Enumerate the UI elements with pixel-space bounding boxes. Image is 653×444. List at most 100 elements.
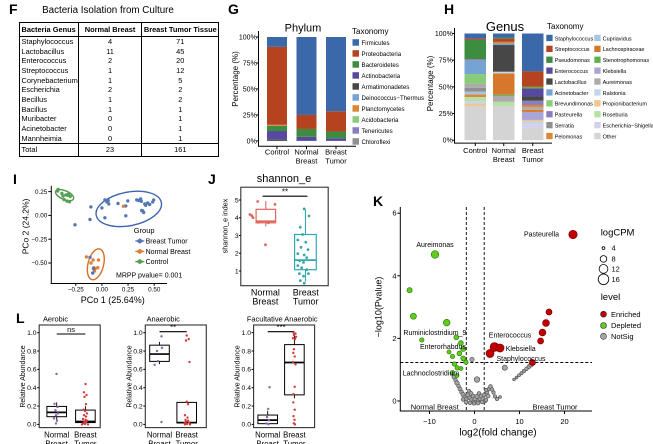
svg-text:Aureimonas: Aureimonas: [416, 242, 454, 249]
svg-text:Lachnospiraceae: Lachnospiraceae: [603, 47, 645, 53]
svg-text:5: 5: [235, 197, 239, 204]
svg-text:Normal: Normal: [147, 430, 172, 439]
svg-text:10: 10: [515, 417, 523, 426]
svg-text:PCo 2 (24.2%): PCo 2 (24.2%): [21, 198, 31, 254]
svg-text:4: 4: [235, 215, 239, 222]
svg-text:75%: 75%: [439, 58, 453, 65]
svg-text:1: 1: [235, 268, 239, 275]
svg-text:Acinetobacter: Acinetobacter: [555, 91, 589, 97]
svg-text:Ralstonia: Ralstonia: [603, 91, 627, 97]
svg-text:1.0: 1.0: [242, 330, 252, 337]
svg-text:Ruminiclostridium_9: Ruminiclostridium_9: [403, 330, 466, 337]
svg-text:Tumor: Tumor: [176, 439, 199, 444]
svg-text:4: 4: [612, 244, 616, 253]
svg-text:0.6: 0.6: [27, 367, 37, 374]
svg-text:Normal: Normal: [492, 146, 517, 155]
svg-text:50%: 50%: [243, 86, 257, 93]
svg-text:Normal Breast: Normal Breast: [411, 402, 460, 411]
svg-text:PCo 1 (25.64%): PCo 1 (25.64%): [81, 295, 145, 305]
svg-text:Pelomonas: Pelomonas: [555, 134, 583, 140]
svg-text:0.6: 0.6: [133, 367, 143, 374]
svg-text:0: 0: [472, 417, 476, 426]
svg-text:**: **: [170, 323, 176, 332]
svg-text:−0.50: −0.50: [31, 260, 47, 267]
svg-text:Streptococcus: Streptococcus: [555, 47, 590, 53]
svg-text:25%: 25%: [243, 112, 257, 119]
svg-text:Taxonomy: Taxonomy: [352, 27, 388, 36]
svg-text:0.8: 0.8: [242, 348, 252, 355]
svg-text:−log10(Pvalue): −log10(Pvalue): [374, 277, 384, 338]
svg-text:2: 2: [235, 251, 239, 258]
svg-text:Klebsiella: Klebsiella: [506, 346, 536, 353]
svg-text:Acidobacteria: Acidobacteria: [362, 117, 400, 124]
svg-text:0.8: 0.8: [27, 348, 37, 355]
svg-text:logCPM: logCPM: [601, 227, 635, 238]
svg-text:Breast: Breast: [325, 147, 348, 156]
svg-text:Staphylococcus: Staphylococcus: [555, 36, 594, 42]
svg-text:Percentage (%): Percentage (%): [426, 55, 435, 111]
svg-text:Breast: Breast: [283, 430, 306, 439]
svg-text:Group: Group: [134, 226, 155, 235]
svg-text:Deinococcus−Thermus: Deinococcus−Thermus: [362, 95, 425, 102]
svg-text:level: level: [601, 292, 621, 303]
svg-text:Chloroflexi: Chloroflexi: [362, 139, 391, 146]
svg-text:Breast: Breast: [296, 157, 319, 166]
svg-text:Escherichia−Shigella: Escherichia−Shigella: [603, 124, 653, 130]
svg-text:Roseburia: Roseburia: [603, 113, 629, 119]
svg-text:**: **: [282, 188, 288, 197]
svg-text:Genus: Genus: [486, 19, 525, 34]
svg-text:Pseudomonas: Pseudomonas: [555, 58, 590, 64]
svg-text:Tumor: Tumor: [325, 157, 347, 166]
svg-text:Relative Abundance: Relative Abundance: [235, 345, 242, 407]
svg-text:Enriched: Enriched: [611, 310, 641, 319]
svg-text:6: 6: [392, 209, 396, 218]
svg-text:Armatimonadetes: Armatimonadetes: [362, 84, 410, 91]
svg-text:8: 8: [612, 255, 616, 264]
svg-text:−10: −10: [423, 417, 436, 426]
svg-text:log2(fold change): log2(fold change): [459, 428, 536, 439]
svg-text:0%: 0%: [443, 138, 453, 145]
svg-text:Breast: Breast: [293, 288, 320, 298]
svg-text:Actinobacteria: Actinobacteria: [362, 73, 401, 80]
svg-text:0.4: 0.4: [242, 385, 252, 392]
svg-text:Tumor: Tumor: [74, 439, 97, 444]
svg-text:Other: Other: [603, 134, 617, 140]
svg-text:Tumor: Tumor: [522, 155, 544, 164]
svg-text:Aureimonas: Aureimonas: [603, 80, 633, 86]
svg-text:Pasteurella: Pasteurella: [555, 113, 583, 119]
svg-text:shannon_e index: shannon_e index: [221, 198, 230, 253]
svg-text:Tumor: Tumor: [283, 439, 306, 444]
svg-text:100%: 100%: [435, 31, 453, 38]
svg-text:Facultative Anaerobic: Facultative Anaerobic: [247, 315, 318, 324]
svg-text:Lachnoclostridium: Lachnoclostridium: [403, 371, 460, 378]
svg-text:Normal: Normal: [255, 430, 280, 439]
svg-text:Breast Tumor: Breast Tumor: [532, 402, 578, 411]
svg-text:Breast: Breast: [522, 146, 545, 155]
svg-text:0.4: 0.4: [133, 385, 143, 392]
svg-text:Breast: Breast: [45, 439, 68, 444]
svg-text:0.50: 0.50: [148, 287, 161, 294]
svg-text:Depleted: Depleted: [611, 321, 641, 330]
svg-text:***: ***: [277, 323, 286, 332]
svg-text:Lactobacillus: Lactobacillus: [555, 80, 587, 86]
svg-text:2: 2: [392, 334, 396, 343]
svg-text:Percentage (%): Percentage (%): [231, 51, 240, 107]
svg-text:12: 12: [612, 265, 620, 274]
svg-text:−0.25: −0.25: [68, 287, 84, 294]
svg-text:Control: Control: [265, 147, 290, 156]
svg-text:0.00: 0.00: [96, 287, 109, 294]
svg-text:Cupriavidus: Cupriavidus: [603, 36, 632, 42]
svg-text:Breast: Breast: [175, 430, 198, 439]
svg-text:Firmicutes: Firmicutes: [362, 40, 390, 47]
svg-text:Tenericutes: Tenericutes: [362, 128, 393, 135]
svg-text:20: 20: [560, 417, 568, 426]
svg-text:Serratia: Serratia: [555, 124, 575, 130]
svg-text:NotSig: NotSig: [611, 332, 634, 341]
svg-text:Normal: Normal: [294, 147, 319, 156]
svg-text:Enterococcus: Enterococcus: [489, 333, 532, 340]
svg-text:0.00: 0.00: [35, 213, 48, 220]
svg-text:Relative Abundance: Relative Abundance: [126, 345, 133, 407]
svg-text:0.2: 0.2: [27, 403, 37, 410]
svg-text:Brevundimonas: Brevundimonas: [555, 102, 593, 108]
svg-text:−0.25: −0.25: [31, 236, 47, 243]
